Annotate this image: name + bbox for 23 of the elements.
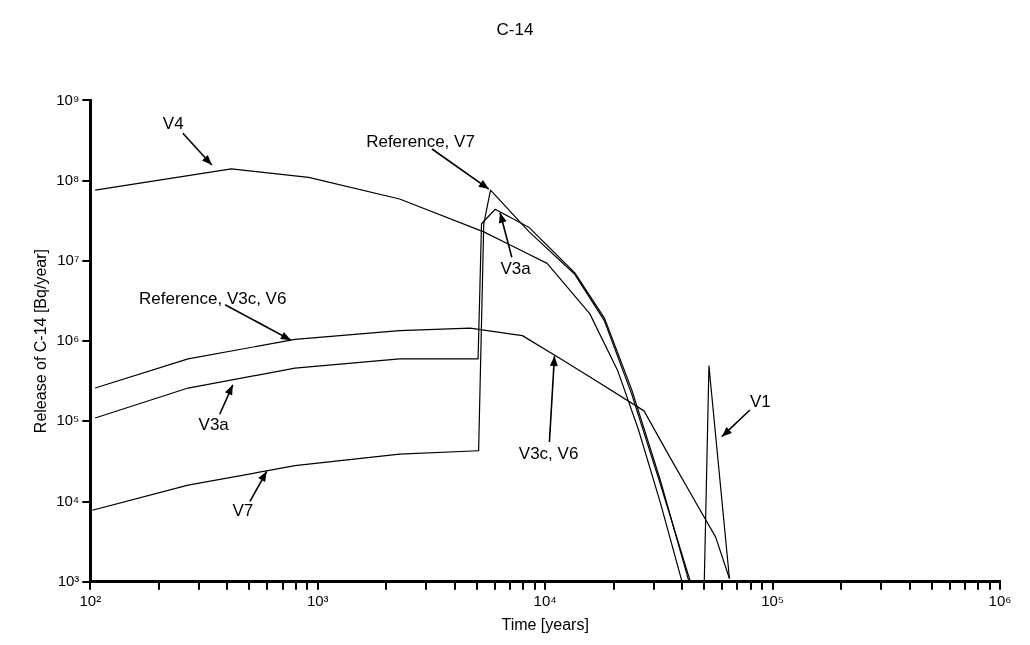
- y-tick-label: 10⁹: [56, 90, 80, 108]
- y-tick-label: 10⁷: [57, 251, 80, 269]
- x-tick-label: 10²: [79, 591, 102, 609]
- y-tick-label: 10³: [57, 571, 80, 589]
- chart-title: C-14: [496, 19, 534, 39]
- y-tick-label: 10⁶: [56, 331, 80, 349]
- x-tick-label: 10⁵: [761, 591, 785, 609]
- annotation: Reference, V3c, V6: [138, 288, 287, 308]
- annotation: V7: [232, 501, 254, 521]
- annotation: V3a: [500, 258, 532, 278]
- y-tick-label: 10⁴: [56, 491, 80, 509]
- y-tick-label: 10⁵: [56, 411, 80, 429]
- x-tick-label: 10³: [306, 591, 329, 609]
- annotation: V3a: [198, 414, 230, 434]
- annotation: Reference, V7: [366, 131, 475, 151]
- y-axis-title: Release of C-14 [Bq/year]: [32, 249, 50, 434]
- annotation: V1: [749, 391, 771, 411]
- x-tick-label: 10⁶: [988, 591, 1012, 609]
- x-tick-label: 10⁴: [533, 591, 557, 609]
- y-tick-label: 10⁸: [56, 170, 80, 188]
- x-axis-title: Time [years]: [501, 615, 589, 633]
- annotation: V3c, V6: [518, 443, 579, 463]
- annotation: V4: [162, 114, 184, 134]
